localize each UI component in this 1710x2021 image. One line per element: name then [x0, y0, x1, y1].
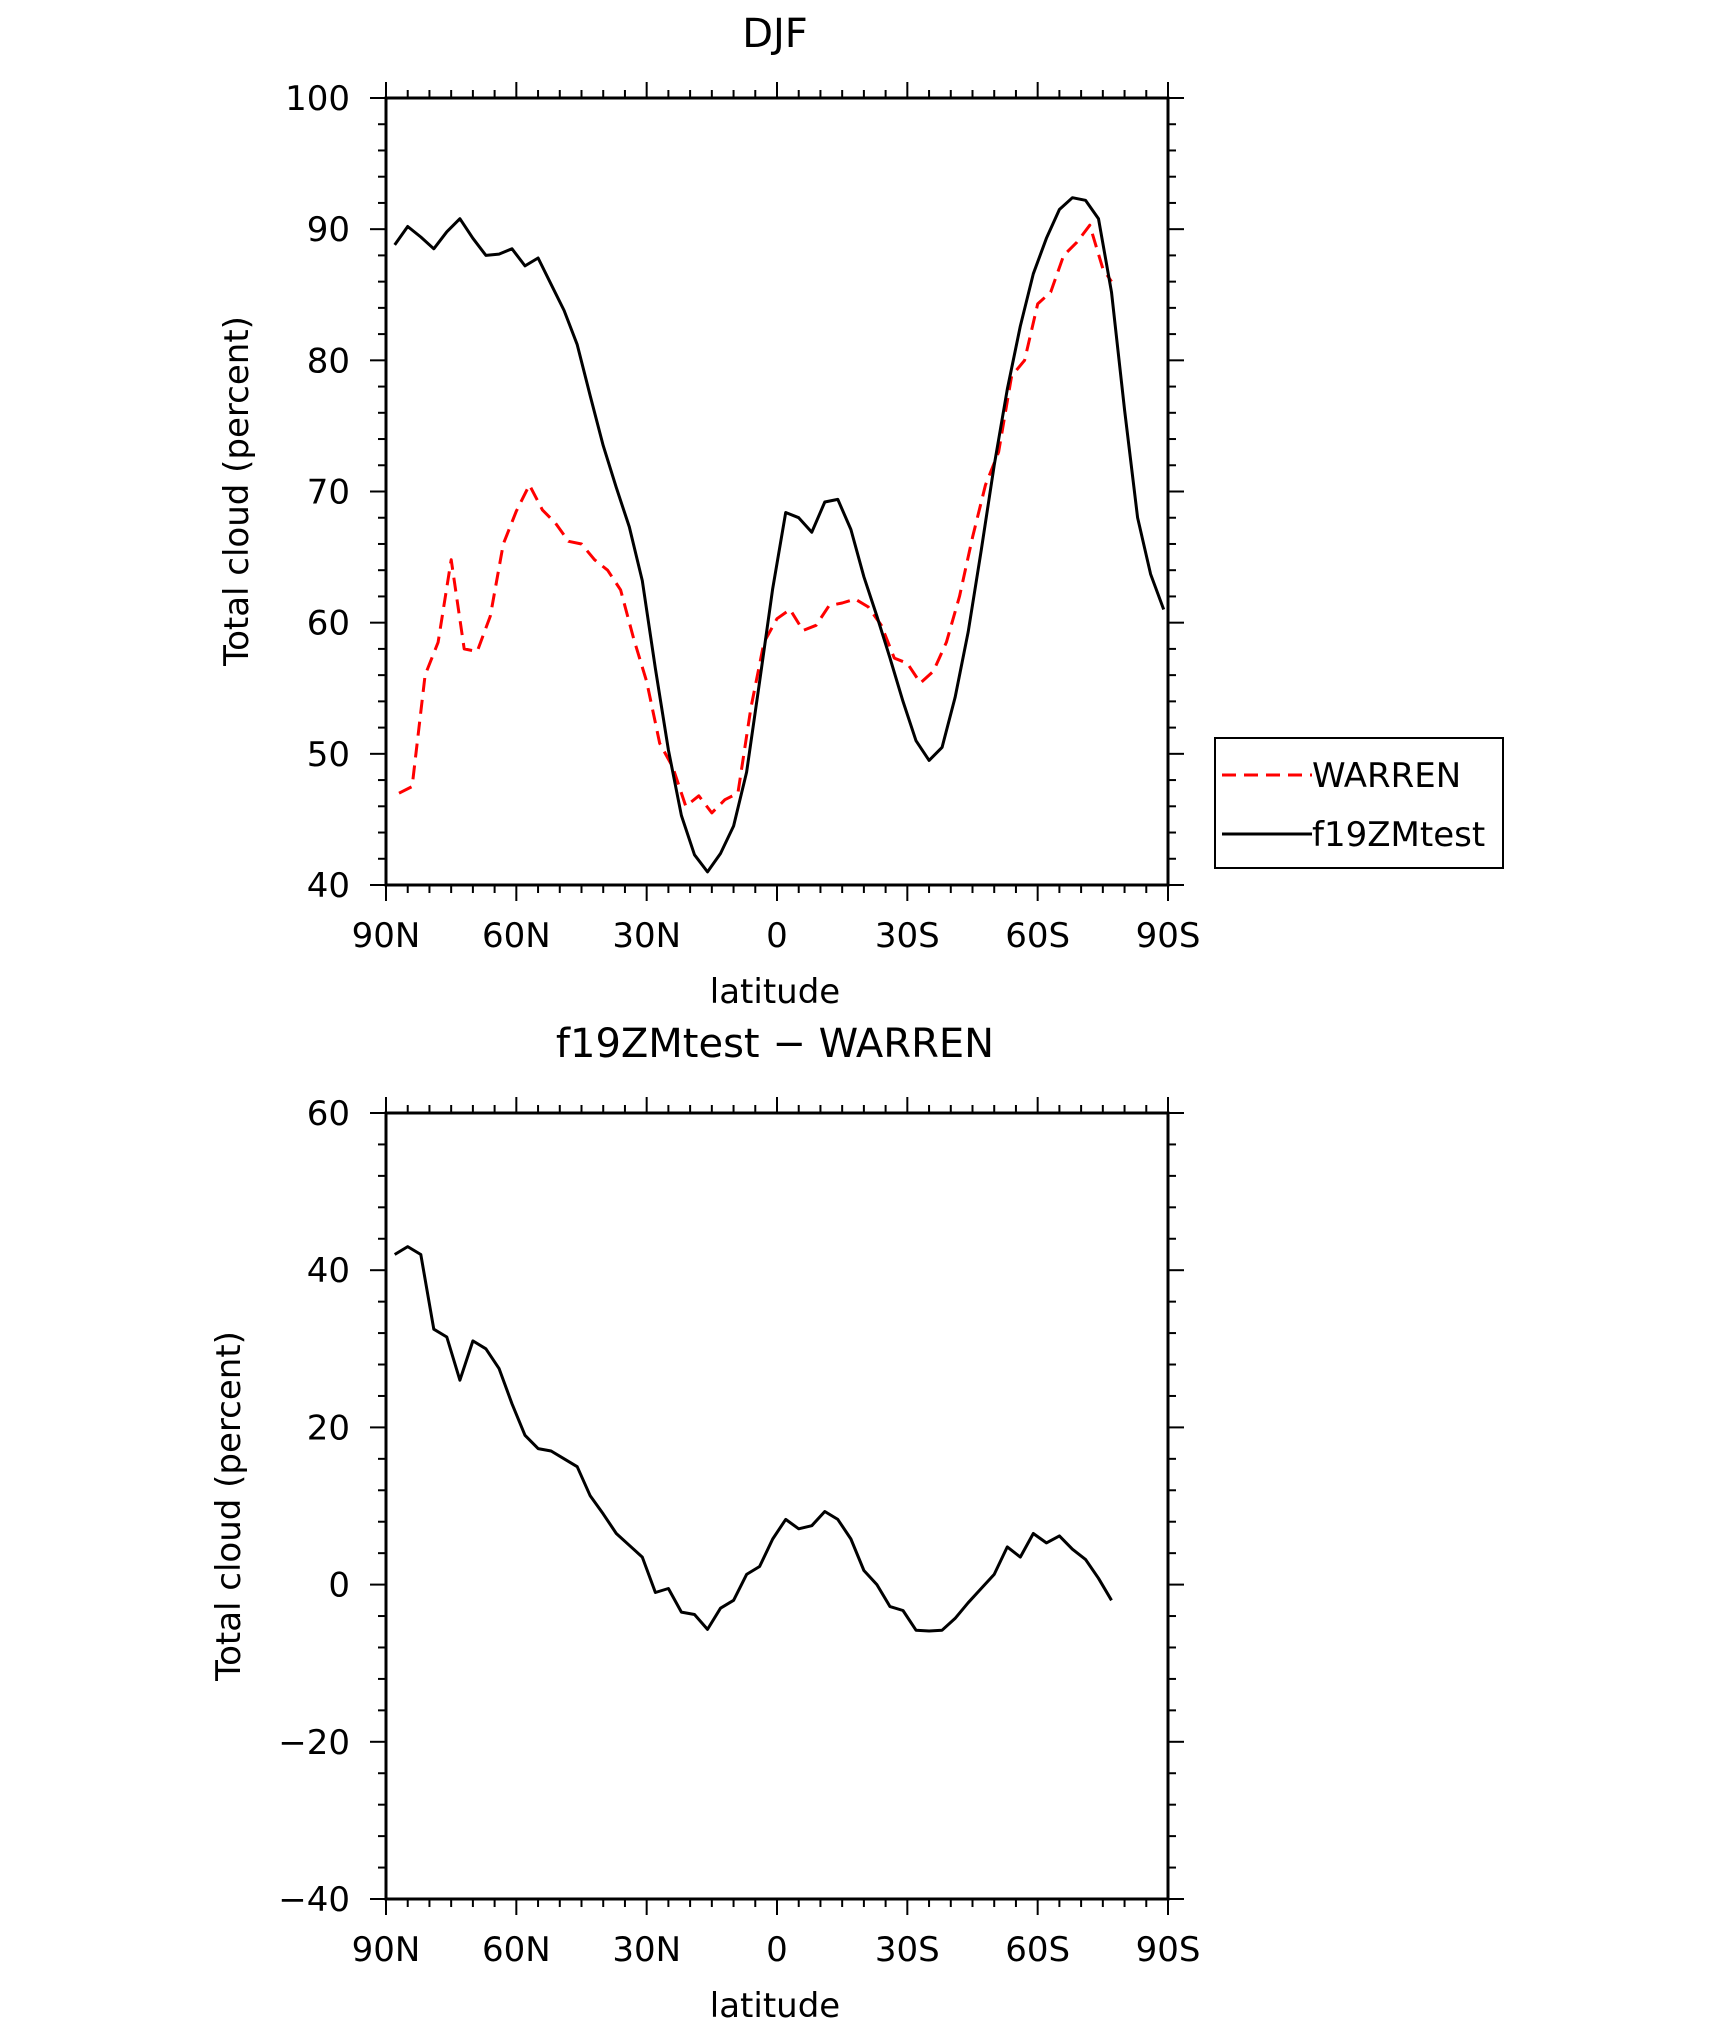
y-tick-label: 90 [307, 210, 350, 250]
series-group [393, 196, 1166, 874]
y-tick-label: −40 [278, 1880, 350, 1920]
x-axis-label: latitude [710, 1986, 840, 2021]
series-group [393, 1245, 1113, 1633]
x-tick-label: 90S [1136, 916, 1201, 956]
x-tick-label: 60N [482, 1930, 551, 1970]
tick-group [370, 1097, 1184, 1915]
legend-label-warren: WARREN [1312, 756, 1461, 796]
chart-title: f19ZMtest − WARREN [556, 1021, 994, 1067]
legend-box [1214, 737, 1504, 869]
y-axis-label: Total cloud (percent) [209, 1331, 249, 1682]
x-tick-label: 30N [612, 1930, 681, 1970]
panel-djf: DJF 90N 60N 30N 0 30S 60S 90S 40 50 60 70 80 90 100 l… [217, 11, 1504, 1012]
x-tick-label: 0 [766, 916, 788, 956]
y-tick-label: 80 [307, 341, 350, 381]
y-tick-label: 50 [307, 735, 350, 775]
legend: WARREN f19ZMtest [1214, 737, 1504, 869]
series-line-f19zmtest [393, 196, 1166, 874]
x-tick-label: 30S [875, 916, 940, 956]
y-tick-label: 60 [307, 1094, 350, 1134]
y-tick-label: 60 [307, 604, 350, 644]
chart-title: DJF [742, 11, 808, 57]
legend-label-f19zmtest: f19ZMtest [1312, 815, 1485, 855]
tick-label-group: 90N 60N 30N 0 30S 60S 90S 40 50 60 70 80 90 100 [285, 79, 1200, 956]
x-tick-label: 90N [352, 916, 421, 956]
y-tick-label: 100 [285, 79, 350, 119]
y-tick-label: 20 [307, 1408, 350, 1448]
x-axis-label: latitude [710, 972, 840, 1012]
x-tick-label: 0 [766, 1930, 788, 1970]
y-tick-label: −20 [278, 1723, 350, 1763]
x-tick-label: 60S [1005, 1930, 1070, 1970]
x-tick-label: 90S [1136, 1930, 1201, 1970]
series-line-difference [393, 1245, 1113, 1633]
series-line-warren [398, 223, 1113, 815]
y-tick-label: 40 [307, 1251, 350, 1291]
x-tick-label: 30N [612, 916, 681, 956]
y-axis-label: Total cloud (percent) [217, 316, 257, 667]
y-tick-label: 0 [328, 1566, 350, 1606]
plot-frame [384, 96, 1170, 887]
x-tick-label: 60N [482, 916, 551, 956]
plot-frame [384, 1111, 1170, 1901]
y-tick-label: 40 [307, 866, 350, 906]
y-tick-label: 70 [307, 473, 350, 513]
x-tick-label: 60S [1005, 916, 1070, 956]
x-tick-label: 30S [875, 1930, 940, 1970]
x-tick-label: 90N [352, 1930, 421, 1970]
tick-label-group: 90N 60N 30N 0 30S 60S 90S −40 −20 0 20 40 60 [278, 1094, 1200, 1970]
tick-group [370, 82, 1184, 901]
panel-difference: f19ZMtest − WARREN 90N 60N 30N 0 30S 60S 90S −4… [209, 1021, 1200, 2021]
